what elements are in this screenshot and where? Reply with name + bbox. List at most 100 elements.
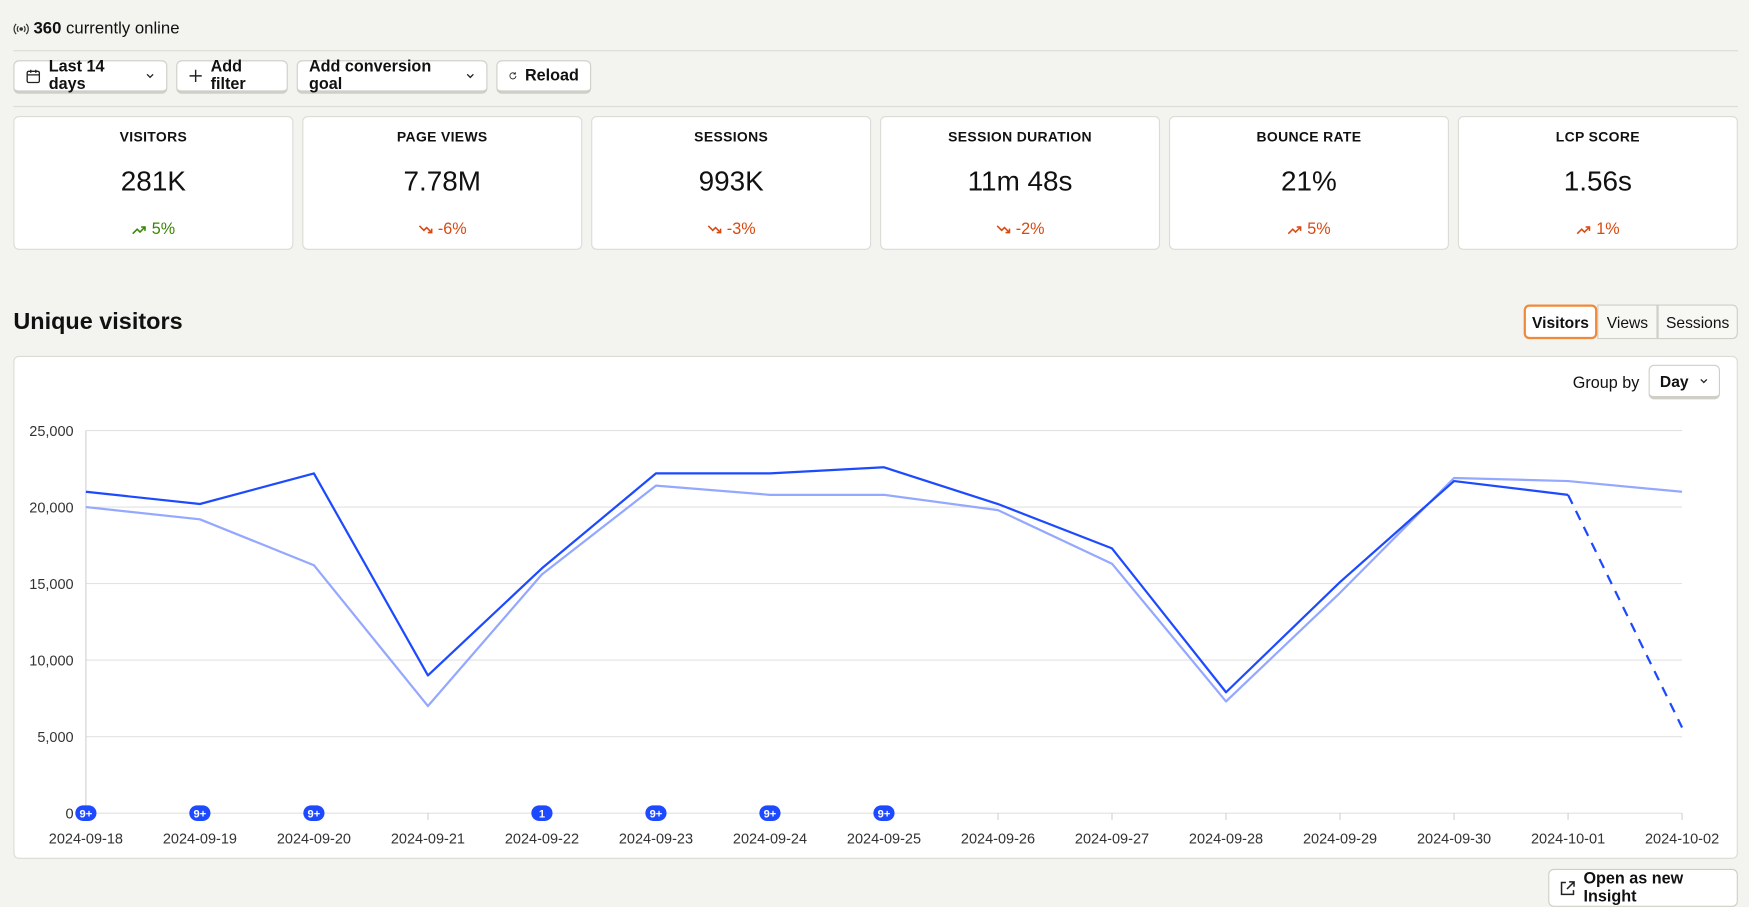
x-tick-label: 2024-09-23: [619, 831, 693, 847]
line-series-incomplete: [1567, 494, 1684, 728]
change-text: -6%: [437, 220, 467, 239]
x-tick-label: 2024-09-26: [961, 831, 1035, 847]
metric-label: PAGE VIEWS: [396, 129, 488, 146]
metric-value: 993K: [698, 166, 764, 198]
tab[interactable]: Sessions: [1657, 304, 1738, 340]
open-insight-button[interactable]: Open as new Insight: [1548, 868, 1738, 907]
x-tick-label: 2024-09-30: [1417, 831, 1491, 847]
line-series: [85, 466, 1569, 694]
annotation-count: 9+: [80, 809, 93, 821]
metric-change: 1%: [1459, 221, 1737, 239]
chevron: [146, 73, 154, 79]
x-tick-label: 2024-09-29: [1303, 831, 1377, 847]
change-text: 5%: [1307, 220, 1331, 239]
annotation-badge: [189, 805, 211, 821]
change-text: -3%: [726, 220, 756, 239]
y-tick-label: 5,000: [37, 730, 73, 746]
open-insight: Open as new Insight: [1583, 870, 1684, 906]
metric-value: 11m 48s: [967, 166, 1073, 198]
group-by-label: Group by: [1572, 374, 1640, 393]
metric-label: LCP SCORE: [1555, 129, 1640, 146]
separator: [13, 105, 1738, 108]
y-tick-label: 10,000: [29, 654, 73, 670]
reload-icon: [509, 72, 517, 80]
annotation-count: 9+: [878, 809, 891, 821]
chevron: [1700, 378, 1708, 384]
metric-change: 5%: [15, 221, 293, 239]
trend-icon: [996, 225, 1010, 234]
trend-arrow: [996, 225, 1010, 234]
chart-card: [13, 355, 1738, 859]
metric-card: VISITORS 281K 5%: [13, 116, 294, 250]
online-text: currently online: [66, 18, 180, 38]
metric-value: 1.56s: [1563, 166, 1632, 198]
metric-label: BOUNCE RATE: [1256, 129, 1362, 146]
annotation-count: 9+: [308, 809, 321, 821]
metric-change: -3%: [592, 221, 870, 239]
group-by-select[interactable]: Day: [1648, 364, 1720, 400]
add-filter: Add filter: [210, 58, 246, 94]
annotation-badge: [645, 805, 667, 821]
trend-icon: [1576, 226, 1591, 235]
metric-card: BOUNCE RATE 21% 5%: [1168, 116, 1449, 250]
metric-value: 21%: [1281, 166, 1337, 198]
reload-button[interactable]: Reload: [496, 60, 592, 94]
metric-card: SESSION DURATION 11m 48s -2%: [880, 116, 1161, 250]
y-tick-label: 15,000: [29, 577, 73, 593]
metric-value: 281K: [120, 166, 186, 198]
line-series: [85, 476, 1683, 708]
y-tick-label: 0: [66, 807, 74, 823]
date-range-button[interactable]: Last 14 days: [13, 58, 168, 94]
metric-card: PAGE VIEWS 7.78M -6%: [302, 116, 583, 250]
trend-arrow: [707, 225, 721, 234]
metric-card: LCP SCORE 1.56s 1%: [1457, 116, 1738, 250]
x-tick-label: 2024-10-02: [1645, 831, 1719, 847]
x-tick-label: 2024-09-19: [163, 831, 237, 847]
y-tick-label: 20,000: [29, 501, 73, 517]
date-range: Last 14 days: [48, 58, 105, 94]
section-title: Unique visitors: [13, 308, 183, 335]
change-text: 5%: [151, 220, 176, 239]
trend-icon: [707, 225, 721, 234]
trend-icon: [1287, 226, 1302, 235]
annotation-badge: [303, 805, 325, 821]
annotation-badge: [759, 805, 781, 821]
tab[interactable]: Views: [1597, 304, 1658, 340]
online-count: 360: [33, 18, 62, 38]
trend-arrow: [132, 226, 146, 235]
metric-label: VISITORS: [119, 129, 188, 146]
trend-icon: [132, 226, 146, 235]
metric-card: SESSIONS 993K -3%: [591, 116, 872, 250]
online-icon: [13, 23, 29, 35]
metric-change: -6%: [303, 221, 581, 239]
plus-icon: [189, 69, 202, 82]
group-by-value: Day: [1659, 371, 1689, 390]
annotation-count: 9+: [650, 809, 663, 821]
add-filter-button[interactable]: Add filter: [176, 58, 288, 94]
change-text: 1%: [1596, 220, 1620, 239]
chevron: [466, 73, 474, 79]
x-tick-label: 2024-10-01: [1531, 831, 1605, 847]
online-status: 360 currently online: [33, 19, 179, 38]
change-text: -2%: [1015, 220, 1045, 239]
calendar-icon: [26, 69, 41, 83]
metric-change: 5%: [1170, 221, 1448, 239]
conversion-goal: Add conversion goal: [308, 58, 432, 94]
annotation-badge: [873, 805, 895, 821]
chart: 0 5,000 10,000 15,000 20,000 25,000 2024-09-18…: [29, 424, 1719, 847]
annotation-count: 9+: [764, 809, 777, 821]
annotation-count: 9+: [194, 809, 207, 821]
trend-arrow: [1576, 226, 1591, 235]
metric-change: -2%: [881, 221, 1159, 239]
conversion-goal-button[interactable]: Add conversion goal: [296, 58, 488, 94]
x-tick-label: 2024-09-22: [505, 831, 579, 847]
separator: [13, 50, 1738, 52]
x-tick-label: 2024-09-20: [277, 831, 351, 847]
metric-label: SESSIONS: [694, 129, 769, 146]
x-tick-label: 2024-09-21: [391, 831, 465, 847]
annotation-count: 1: [539, 809, 545, 821]
tab[interactable]: Visitors: [1523, 304, 1598, 340]
annotation-badge: [531, 805, 553, 821]
trend-arrow: [1287, 226, 1302, 235]
